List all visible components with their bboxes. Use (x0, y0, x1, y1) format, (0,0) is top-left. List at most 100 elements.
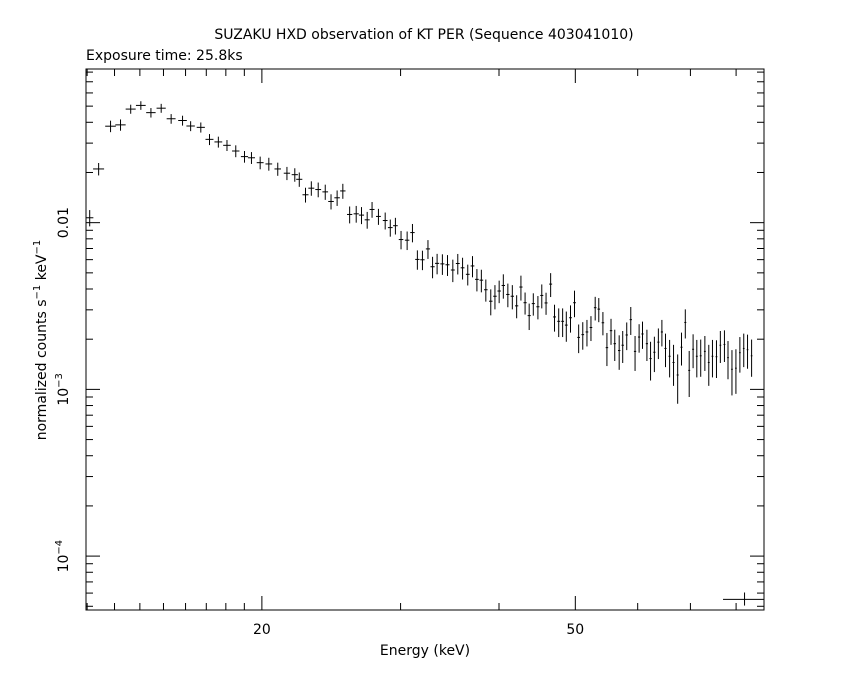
data-point (672, 344, 675, 386)
data-point (653, 336, 656, 373)
data-point (387, 219, 393, 237)
data-point (393, 217, 398, 235)
data-point (735, 349, 737, 394)
data-point (455, 253, 460, 275)
data-point (369, 202, 375, 218)
data-point (376, 208, 381, 225)
data-point (585, 319, 589, 347)
data-point (719, 330, 722, 363)
data-point (699, 339, 702, 377)
y-tick-label-exponent: −4 (54, 540, 65, 555)
data-point (597, 298, 601, 323)
data-point (308, 181, 315, 196)
data-point (553, 304, 556, 332)
data-point (750, 339, 753, 377)
data-point (430, 256, 435, 279)
data-point (657, 328, 660, 360)
y-tick-label-base: 10 (56, 555, 72, 573)
data-point (523, 292, 527, 315)
data-point (625, 322, 628, 351)
y-axis-label-part-2: keV (34, 254, 50, 285)
data-point (166, 114, 176, 124)
data-point (475, 269, 479, 292)
x-tick-label: 20 (253, 622, 271, 638)
data-point (515, 295, 519, 319)
data-point (440, 254, 445, 275)
data-point (601, 312, 605, 336)
data-point (680, 332, 683, 366)
data-point (125, 104, 136, 114)
data-point (561, 308, 565, 338)
data-point (531, 293, 535, 316)
data-point (688, 350, 691, 398)
data-point (715, 340, 718, 379)
data-point (178, 115, 187, 126)
data-point (86, 210, 94, 227)
data-point (593, 296, 597, 321)
data-point (684, 309, 687, 339)
data-point (465, 264, 470, 286)
data-point (649, 341, 652, 381)
data-point (506, 283, 510, 308)
data-point (573, 290, 576, 318)
data-point (589, 316, 593, 342)
data-point (707, 344, 710, 386)
data-point (450, 259, 455, 283)
data-point (115, 119, 126, 131)
y-axis-label-exponent-1: −1 (32, 285, 43, 300)
data-point (633, 336, 637, 371)
data-point (93, 162, 105, 176)
data-point (484, 279, 488, 302)
chart-subtitle: Exposure time: 25.8ks (86, 48, 243, 64)
data-point (340, 183, 346, 199)
data-point (629, 306, 632, 335)
data-points (86, 101, 753, 404)
data-point (420, 250, 425, 271)
data-point (723, 330, 726, 362)
data-point (382, 212, 388, 230)
data-point (425, 240, 431, 259)
y-axis-label-part-1: normalized counts s (34, 299, 50, 440)
x-tick-label: 50 (566, 622, 584, 638)
reference-error-mark (723, 592, 764, 606)
data-point (493, 285, 497, 310)
y-tick-label-base: 0.01 (56, 207, 72, 238)
data-point (247, 152, 255, 164)
y-tick-label-exponent: −3 (54, 373, 65, 388)
data-point (660, 319, 663, 347)
data-point (302, 187, 309, 203)
data-point (692, 334, 695, 369)
data-point (256, 156, 264, 170)
data-point (746, 334, 749, 369)
data-point (676, 354, 679, 404)
data-point (621, 330, 624, 363)
data-point (664, 333, 667, 368)
data-point (346, 206, 353, 224)
x-axis-tick-labels: 20 50 (253, 622, 584, 638)
data-point (519, 275, 523, 301)
data-point (415, 250, 420, 270)
data-point (334, 190, 340, 206)
data-point (609, 318, 613, 345)
data-point (727, 341, 729, 380)
data-point (479, 269, 484, 293)
data-point (315, 182, 322, 198)
data-point (265, 157, 273, 171)
data-point (617, 335, 621, 370)
data-point (135, 101, 146, 110)
data-point (223, 140, 231, 152)
data-point (240, 151, 249, 163)
data-point (353, 205, 359, 223)
data-point (536, 296, 540, 320)
data-point (398, 230, 404, 250)
data-point (711, 339, 714, 378)
x-axis-ticks (86, 69, 737, 610)
y-tick-label: 0.01 (56, 207, 72, 238)
data-point (569, 305, 572, 333)
data-point (695, 339, 698, 378)
data-point (605, 332, 609, 367)
data-point (613, 329, 616, 361)
data-point (637, 324, 641, 353)
